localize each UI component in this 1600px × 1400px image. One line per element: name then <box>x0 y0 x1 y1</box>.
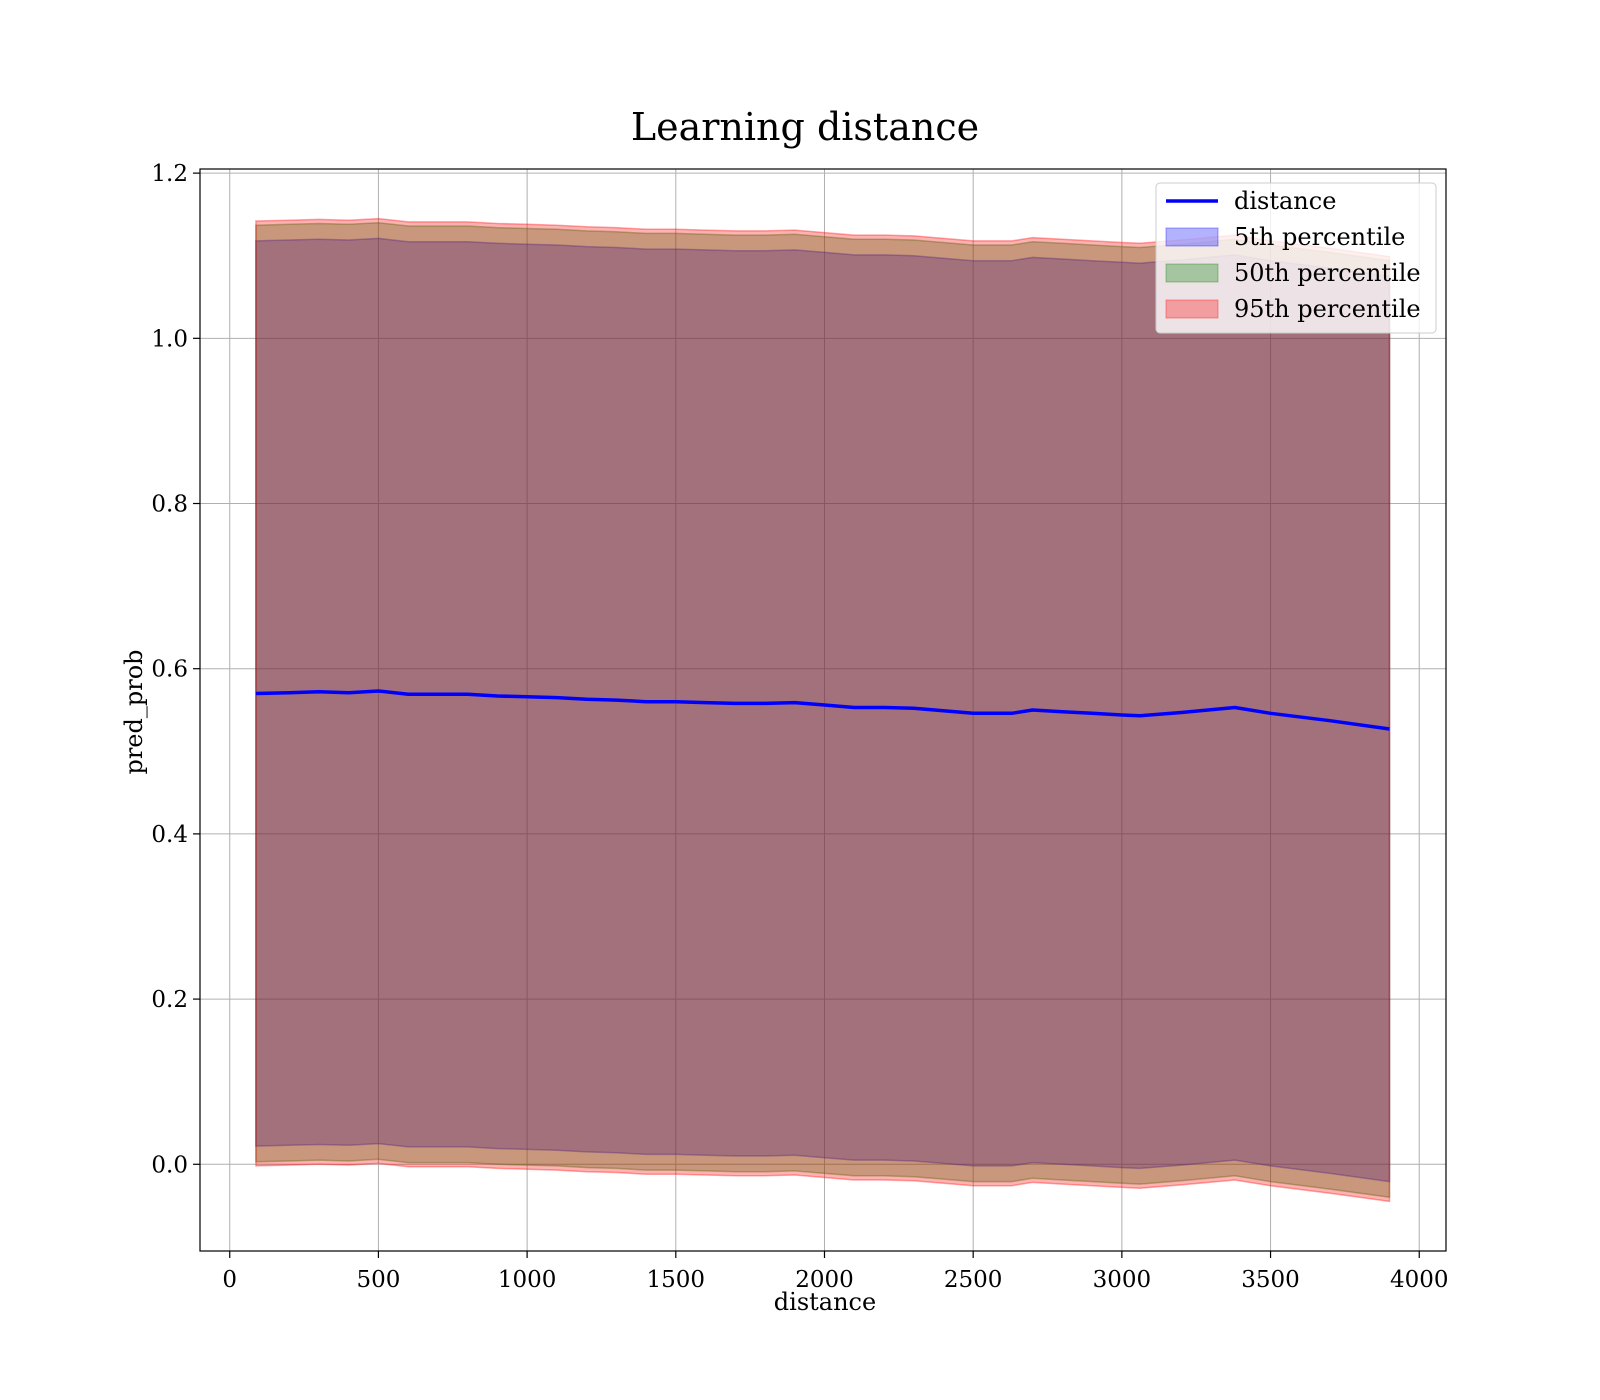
legend-box <box>1155 182 1437 334</box>
legend-swatch <box>1165 299 1219 319</box>
percentile-bands <box>255 217 1391 1203</box>
series-lines <box>255 689 1390 731</box>
band-5th-percentile <box>255 237 1391 1183</box>
y-axis: 0.0 0.2 0.4 0.6 0.8 1.0 1.2 <box>151 161 200 1178</box>
y-tick-label: 0.2 <box>151 987 188 1013</box>
legend-entry: 5th percentile <box>1165 223 1405 251</box>
x-tick-label: 1500 <box>647 1267 706 1293</box>
y-axis-label: pred_prob <box>120 649 148 774</box>
x-tick-label: 3500 <box>1241 1267 1300 1293</box>
legend-label: 95th percentile <box>1234 295 1421 323</box>
legend-label: 5th percentile <box>1234 223 1405 251</box>
legend-entry: 50th percentile <box>1165 259 1421 287</box>
y-tick-label: 1.2 <box>151 161 188 187</box>
x-axis: 0 500 1000 1500 2000 2500 3000 3500 4000 <box>222 1251 1449 1293</box>
x-axis-label: distance <box>774 1288 876 1316</box>
x-tick-label: 3000 <box>1093 1267 1152 1293</box>
y-tick-label: 0.6 <box>151 657 188 683</box>
chart-title: Learning distance <box>631 105 979 149</box>
y-tick-label: 0.0 <box>151 1152 188 1178</box>
legend-swatch <box>1165 263 1219 283</box>
band-95th-percentile <box>255 217 1391 1203</box>
y-tick-label: 0.4 <box>151 822 188 848</box>
line-distance <box>255 689 1390 731</box>
band-50th-percentile <box>255 221 1391 1199</box>
x-tick-label: 1000 <box>498 1267 557 1293</box>
legend-label: distance <box>1234 187 1336 215</box>
legend-entry: distance <box>1166 187 1336 215</box>
x-tick-label: 2500 <box>944 1267 1003 1293</box>
legend-entry: 95th percentile <box>1165 295 1421 323</box>
plot-frame <box>199 168 1447 1252</box>
legend: distance 5th percentile 50th percentile 95t… <box>1155 182 1437 334</box>
legend-label: 50th percentile <box>1234 259 1421 287</box>
x-tick-label: 4000 <box>1390 1267 1449 1293</box>
x-tick-label: 2000 <box>795 1267 854 1293</box>
grid <box>200 169 1446 1251</box>
legend-swatch <box>1165 227 1219 247</box>
x-tick-label: 0 <box>222 1267 237 1293</box>
y-tick-label: 1.0 <box>151 326 188 352</box>
x-tick-label: 500 <box>356 1267 400 1293</box>
y-tick-label: 0.8 <box>151 492 188 518</box>
